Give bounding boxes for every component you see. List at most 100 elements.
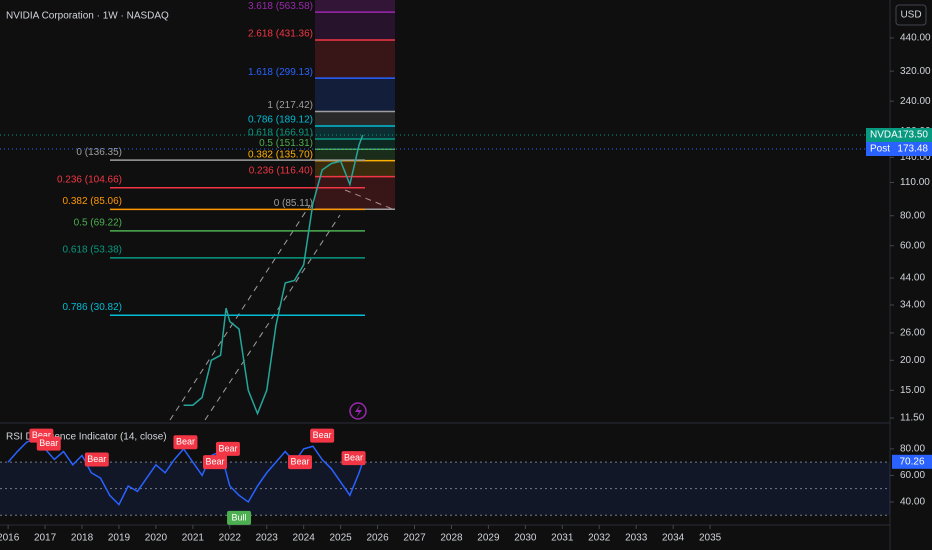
fib-label: 0.5 (151.31) [259, 138, 313, 149]
fib-label: 0.618 (166.91) [248, 128, 313, 139]
x-tick-label: 2016 [0, 533, 20, 544]
y-tick-label: 60.00 [900, 240, 925, 251]
fib-band [315, 12, 395, 40]
value-tag [892, 454, 932, 469]
y-tick-label: 40.00 [900, 497, 925, 508]
y-tick-label: 240.00 [900, 96, 931, 107]
fib-band [315, 139, 395, 150]
price-tag-value: 173.48 [897, 144, 928, 155]
divergence-tag [84, 452, 109, 467]
fib-label: 0.236 (104.66) [57, 174, 122, 185]
value-tag-label: 70.26 [899, 456, 924, 467]
divergence-tag [341, 451, 366, 466]
fib-band [315, 111, 395, 126]
divergence-label: Bull [232, 512, 247, 522]
x-tick-label: 2023 [256, 533, 279, 544]
x-tick-label: 2020 [145, 533, 168, 544]
x-tick-label: 2027 [403, 533, 426, 544]
fib-label: 0.5 (69.22) [74, 217, 122, 228]
fib-band [315, 176, 395, 210]
x-tick-label: 2031 [551, 533, 574, 544]
divergence-tag [287, 455, 312, 470]
y-tick-label: 15.00 [900, 385, 925, 396]
divergence-tag [203, 455, 228, 470]
x-tick-label: 2029 [477, 533, 500, 544]
y-tick-label: 320.00 [900, 66, 931, 77]
indicator-title: RSI Divergence Indicator (14, close) [6, 432, 167, 443]
divergence-label: Bear [206, 457, 225, 467]
fib-label: 3.618 (563.58) [248, 1, 313, 12]
x-tick-label: 2034 [662, 533, 685, 544]
fib-band [315, 78, 395, 112]
y-tick-label: 26.00 [900, 328, 925, 339]
fib-label: 0.618 (53.38) [63, 245, 123, 256]
fib-label: 0.382 (135.70) [248, 149, 313, 160]
divergence-label: Bear [344, 453, 363, 463]
divergence-label: Bear [32, 430, 51, 440]
fib-label: 1.618 (299.13) [248, 67, 313, 78]
fib-label: 0.236 (116.40) [249, 165, 313, 176]
x-tick-label: 2030 [514, 533, 537, 544]
divergence-tag [36, 436, 61, 451]
x-tick-label: 2035 [699, 533, 722, 544]
divergence-label: Bear [290, 457, 309, 467]
fib-label: 0.786 (189.12) [248, 115, 313, 126]
y-tick-label: 11.50 [900, 413, 925, 424]
y-tick-label: 140.00 [900, 152, 931, 163]
fib-band [315, 160, 395, 177]
price-tag [866, 127, 932, 142]
price-tag-name: NVDA [870, 130, 898, 141]
divergence-label: Bear [176, 437, 195, 447]
fib-label: 0 (136.35) [76, 147, 122, 158]
y-tick-label: 60.00 [900, 470, 925, 481]
divergence-tag [310, 428, 335, 443]
x-tick-label: 2032 [588, 533, 611, 544]
fib-band [315, 125, 395, 140]
divergence-label: Bear [313, 430, 332, 440]
divergence-label: Bear [39, 438, 58, 448]
series-line [183, 134, 364, 416]
trend-line [169, 189, 396, 421]
series-line [7, 437, 364, 506]
x-tick-label: 2021 [182, 533, 205, 544]
chart-title: NVIDIA Corporation · 1W · NASDAQ [6, 11, 169, 22]
x-tick-label: 2033 [625, 533, 648, 544]
currency[interactable]: USD [900, 10, 921, 21]
fib-label: 0.382 (85.06) [63, 196, 123, 207]
fib-label: 0.786 (30.82) [63, 302, 123, 313]
divergence-tag [227, 510, 252, 525]
fib-band [315, 149, 395, 161]
x-tick-label: 2024 [293, 533, 316, 544]
fib-label: 2.618 (431.36) [248, 29, 313, 40]
y-tick-label: 110.00 [900, 177, 930, 188]
y-tick-label: 20.00 [900, 355, 925, 366]
divergence-tag [215, 441, 240, 456]
fib-band [315, 39, 395, 79]
x-tick-label: 2025 [330, 533, 353, 544]
fib-label: 1 (217.42) [267, 100, 313, 111]
fib-band-top [315, 0, 395, 13]
price-tag-value: 173.50 [897, 130, 928, 141]
lightning-glyph [355, 405, 362, 418]
price-tag [866, 141, 932, 156]
y-tick-label: 440.00 [900, 33, 931, 44]
y-tick-label: 34.00 [900, 300, 925, 311]
lightning-icon[interactable] [349, 402, 367, 420]
currency-button[interactable] [895, 4, 927, 26]
y-tick-label: 80.00 [900, 210, 925, 221]
y-tick-label: 80.00 [900, 444, 925, 455]
price-tag-name: Post [870, 144, 890, 155]
divergence-label: Bear [218, 443, 237, 453]
x-tick-label: 2017 [34, 533, 57, 544]
x-tick-label: 2019 [108, 533, 131, 544]
y-tick-label: 44.00 [900, 273, 925, 284]
x-tick-label: 2026 [366, 533, 389, 544]
x-tick-label: 2018 [71, 533, 94, 544]
divergence-label: Bear [87, 454, 106, 464]
x-tick-label: 2028 [440, 533, 463, 544]
x-tick-label: 2022 [219, 533, 242, 544]
fib-label: 0 (85.11) [274, 198, 313, 209]
